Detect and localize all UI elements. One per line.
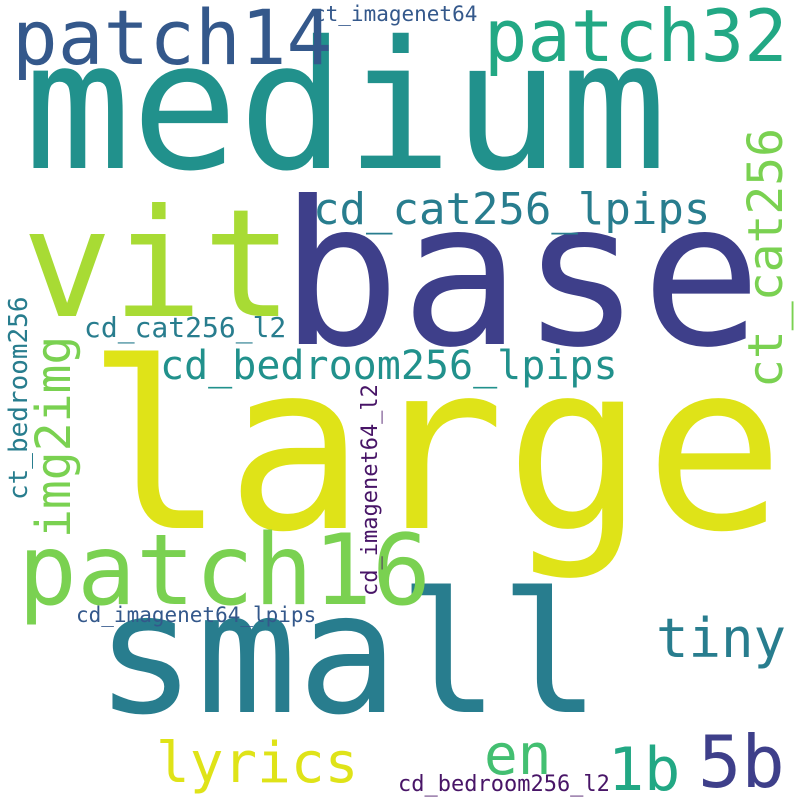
word-cd-cat256-l2: cd_cat256_l2 — [84, 311, 287, 344]
word-img2img: img2img — [26, 335, 82, 538]
word-large: large — [86, 313, 785, 583]
word-small: small — [95, 556, 601, 752]
word-vit: vit — [22, 178, 293, 352]
word-1b: 1b — [608, 735, 681, 800]
word-base: base — [280, 159, 762, 392]
word-ct-imagenet64: ct_imagenet64 — [313, 2, 478, 26]
word-cd-imagenet64-lpips: cd_imagenet64_lpips — [76, 603, 317, 627]
word-cd-bedroom256-l2: cd_bedroom256_l2 — [398, 772, 610, 797]
word-cd-cat256-lpips: cd_cat256_lpips — [313, 184, 711, 235]
word-en: en — [484, 723, 552, 788]
word-tiny: tiny — [656, 607, 787, 670]
word-ct-bedroom256: ct_bedroom256 — [4, 296, 34, 501]
word-medium: medium — [24, 3, 667, 210]
word-ct-cat256: ct_cat256 — [738, 127, 794, 388]
word-cd-imagenet64-l2: cd_imagenet64_l2 — [358, 384, 383, 596]
word-patch32: patch32 — [484, 0, 788, 78]
word-5b: 5b — [698, 720, 785, 800]
word-patch14: patch14 — [12, 0, 333, 82]
word-patch16: patch16 — [18, 514, 432, 628]
word-cd-bedroom256-lpips: cd_bedroom256_lpips — [160, 343, 618, 389]
word-lyrics: lyrics — [156, 731, 359, 796]
